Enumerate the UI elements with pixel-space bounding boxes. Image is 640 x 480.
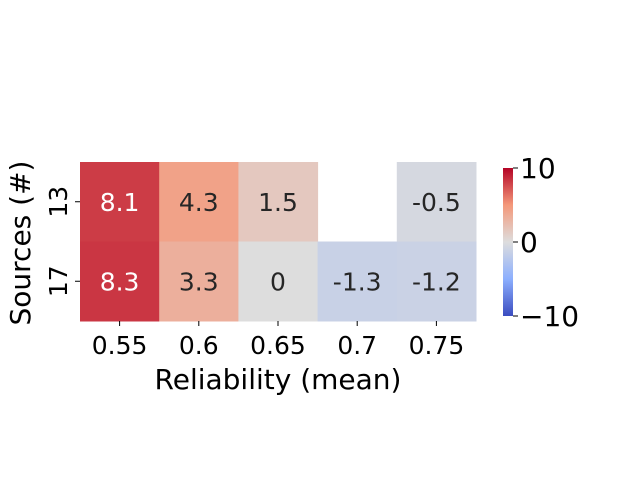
heatmap-cell-label: 1.5 (258, 188, 298, 217)
heatmap-cell-label: -1.3 (333, 267, 382, 296)
colorbar-tick-label: 0 (520, 226, 538, 259)
heatmap-cell (396, 162, 477, 242)
heatmap-cell (396, 241, 477, 322)
y-tick-label: 17 (44, 265, 73, 297)
y-axis-label: Sources (#) (4, 161, 37, 326)
x-tick-label: 0.7 (337, 331, 377, 360)
heatmap-cell-label: -1.2 (412, 267, 461, 296)
heatmap-cell-label: 3.3 (179, 267, 219, 296)
heatmap-cell-labels: 8.1 4.3 1.5 -0.5 8.3 3.3 0 -1.3 -1.2 (100, 188, 461, 297)
x-axis: 0.55 0.6 0.65 0.7 0.75 (92, 321, 464, 360)
colorbar-ticks: 10 0 −10 (513, 152, 579, 333)
heatmap-cell (238, 162, 319, 242)
heatmap-cell (317, 241, 398, 322)
colorbar (503, 168, 513, 316)
heatmap-cell (80, 162, 160, 242)
colorbar-tick-label: −10 (520, 300, 579, 333)
heatmap-cell-label: -0.5 (412, 188, 461, 217)
heatmap-cell (80, 241, 160, 322)
heatmap-cell (159, 162, 239, 242)
heatmap-cell (159, 241, 239, 322)
heatmap-cell (238, 241, 319, 322)
x-tick-label: 0.6 (179, 331, 219, 360)
x-tick-label: 0.75 (409, 331, 465, 360)
colorbar-tick-label: 10 (520, 152, 556, 185)
y-axis: 13 17 (44, 186, 80, 297)
heatmap-cell-label: 0 (270, 267, 286, 296)
x-tick-label: 0.65 (250, 331, 306, 360)
heatmap-cell-label: 8.3 (100, 267, 140, 296)
heatmap-cell-label: 8.1 (100, 188, 140, 217)
y-tick-label: 13 (44, 186, 73, 218)
heatmap-cell-label: 4.3 (179, 188, 219, 217)
x-tick-label: 0.55 (92, 331, 148, 360)
x-axis-label: Reliability (mean) (155, 363, 402, 396)
heatmap-cells (80, 162, 477, 322)
